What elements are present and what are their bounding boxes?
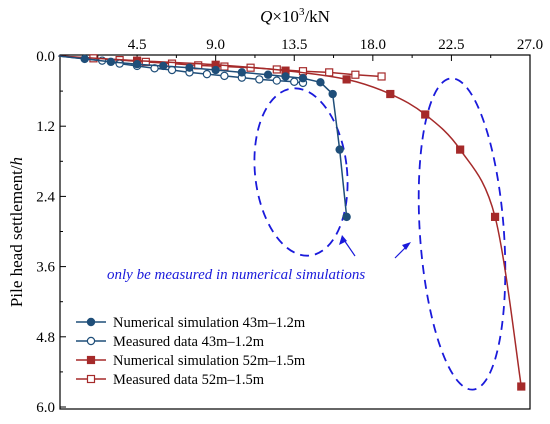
y-tick-label: 1.2 [36, 119, 55, 135]
data-point [281, 72, 290, 81]
data-point [490, 212, 500, 221]
data-point [132, 59, 142, 69]
data-point [106, 57, 116, 67]
x-axis-title: Q×103/kN [260, 6, 330, 26]
data-point [263, 70, 273, 79]
series-layer [58, 54, 526, 391]
y-tick-label: 0.0 [36, 49, 55, 65]
legend-marker [86, 355, 96, 365]
data-point [342, 212, 351, 222]
x-axis-mult: ×10 [272, 7, 299, 26]
x-tick-label: 9.0 [206, 37, 225, 53]
data-point [421, 110, 430, 119]
legend-label: Numerical simulation 52m–1.5m [113, 353, 306, 369]
axis-ticks: 4.5 9.0 13.5 18.0 22.5 27.0 0.0 1.2 2.4 3.6 4.8 6.0 [36, 37, 543, 416]
data-point [386, 89, 395, 99]
highlight-ellipse-43m [253, 87, 349, 257]
data-point [255, 75, 264, 84]
x-axis-exp: 3 [299, 6, 305, 18]
x-tick-label: 18.0 [360, 37, 386, 53]
data-point [335, 145, 344, 154]
x-axis-unit: /kN [304, 7, 330, 26]
data-point [328, 89, 337, 99]
y-tick-label: 3.6 [36, 260, 55, 276]
data-point [290, 77, 299, 86]
data-point [220, 62, 229, 71]
data-point [272, 76, 281, 85]
data-point [316, 78, 325, 87]
data-point [342, 75, 351, 84]
data-point [167, 65, 177, 75]
data-point [351, 70, 360, 79]
x-tick-label: 13.5 [281, 37, 307, 53]
data-point [80, 54, 89, 64]
legend-marker [86, 374, 96, 384]
x-tick-label: 22.5 [438, 37, 464, 53]
legend-marker [86, 336, 96, 346]
legend-label: Measured data 43m–1.2m [113, 334, 265, 350]
y-tick-label: 2.4 [36, 189, 55, 205]
y-axis-main: Pile head settlement/ [7, 165, 26, 307]
legend: Numerical simulation 43m–1.2m Measured da… [76, 315, 306, 388]
data-point [202, 69, 212, 79]
y-tick-label: 4.8 [36, 330, 55, 346]
y-axis-var: h [7, 157, 26, 166]
data-point [325, 68, 334, 77]
annotation-ellipses [253, 77, 507, 391]
x-axis-var: Q [260, 7, 272, 26]
annotation-text: only be measured in numerical simulation… [107, 267, 365, 283]
arrow-head-52m [402, 242, 411, 250]
arrow-head-43m [339, 235, 347, 245]
data-point [237, 68, 247, 77]
x-tick-label: 4.5 [128, 37, 147, 53]
data-point [517, 382, 526, 391]
data-point [298, 74, 308, 83]
legend-label: Numerical simulation 43m–1.2m [113, 315, 306, 331]
x-tick-label: 27.0 [517, 37, 543, 53]
data-point [456, 145, 465, 154]
y-tick-label: 6.0 [36, 400, 55, 416]
annotation-arrows [339, 235, 411, 259]
data-point [377, 72, 386, 81]
data-point [185, 63, 194, 72]
data-point [159, 61, 168, 71]
data-point [220, 71, 229, 81]
legend-label: Measured data 52m–1.5m [113, 372, 265, 388]
data-point [211, 65, 220, 75]
highlight-ellipse-52m [417, 77, 507, 391]
y-axis-title: Pile head settlement/h [7, 157, 26, 307]
legend-marker [86, 317, 96, 327]
